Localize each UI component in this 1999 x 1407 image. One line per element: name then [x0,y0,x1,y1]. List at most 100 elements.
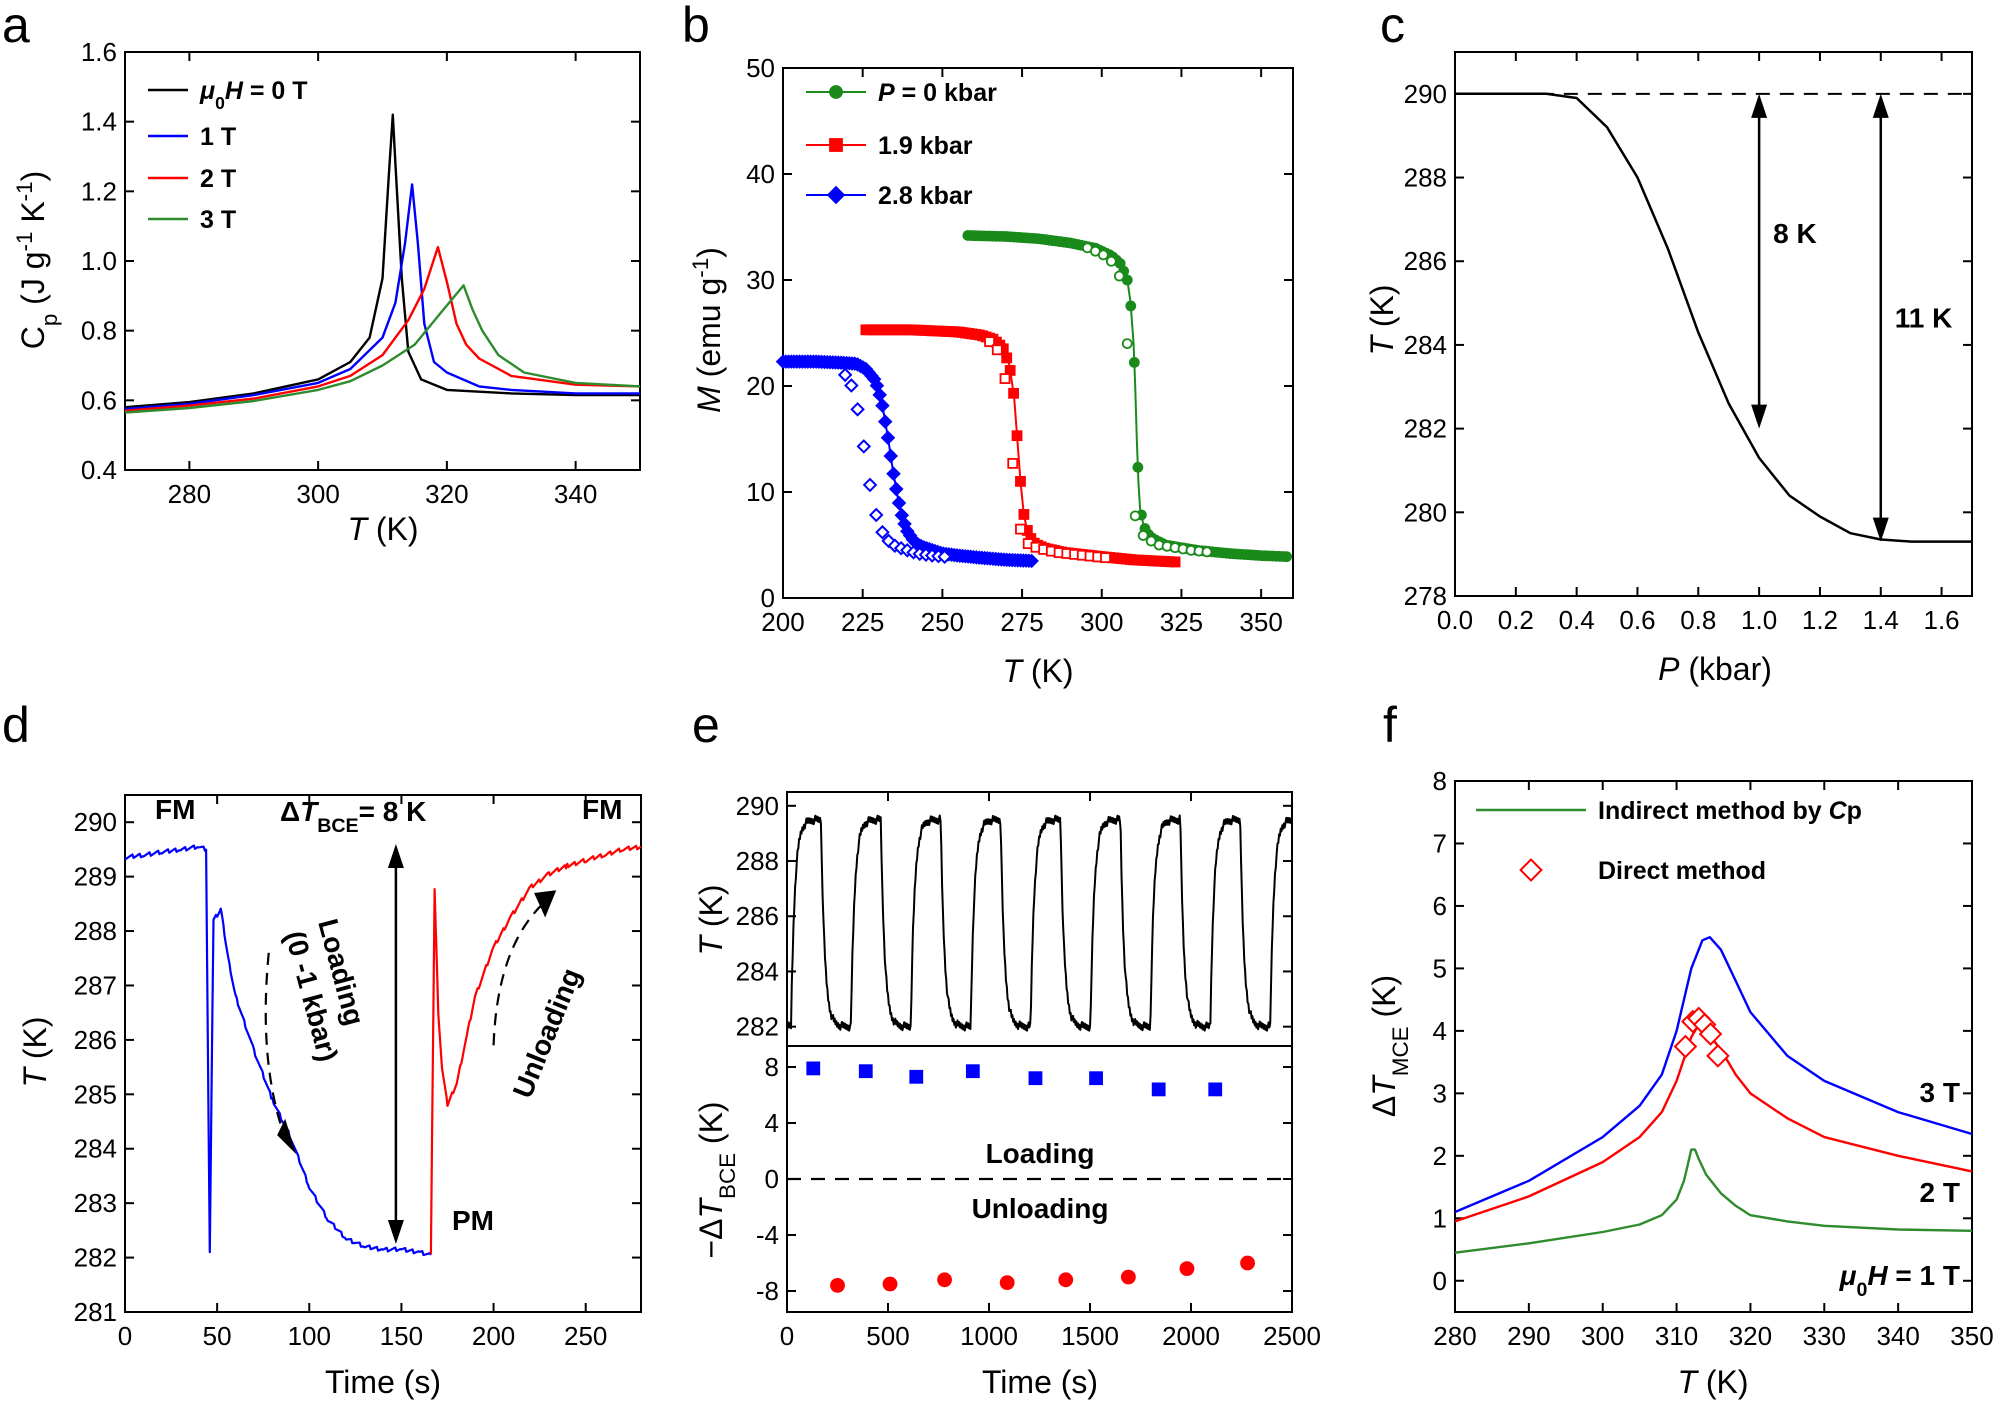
panel-d-y-tick-label: 289 [74,862,117,892]
panel-c-x-tick-label: 0.2 [1498,605,1534,635]
panel-b-y-tick-label: 10 [746,477,775,507]
panel-f-series-2 [1454,1148,1973,1254]
panel-e-label-loading: Loading [986,1138,1095,1169]
panel-c-x-tick-label: 1.6 [1924,605,1960,635]
panel-b-point-open [1007,457,1019,469]
panel-f-x-tick-label: 350 [1950,1321,1993,1351]
panel-b-point-open [991,344,1003,356]
panel-c-frame [1454,51,1973,597]
panel-c-arrow-label-0: 8 K [1773,218,1817,249]
panel-f-xlabel: T (K) [1677,1364,1748,1400]
panel-b-point-open [844,378,859,393]
panel-a-y-tick-label: 0.6 [81,385,117,415]
panel-e-loading-point [965,1064,980,1079]
panel-e-bottom-y-tick-label: -4 [756,1220,779,1250]
panel-b-point-open [837,367,853,383]
panel-f-y-tick-label: 1 [1433,1203,1447,1233]
panel-d-arrowhead-down [387,1219,404,1244]
panel-f-direct-point [1698,1022,1723,1046]
panel-b-x-tick-label: 350 [1239,607,1282,637]
panel-d-y-tick-label: 290 [74,807,117,837]
panel-e-top-ylabel: T (K) [693,884,729,955]
panel-d-ylabel: T (K) [17,1016,53,1087]
panel-d-y-tick-label: 285 [74,1079,117,1109]
panel-e-x-tick-label: 2000 [1162,1321,1220,1351]
panel-b-point-open [856,439,872,454]
panel-b-point [1128,357,1140,368]
panel-b-legend-marker [829,85,843,99]
panel-b-point-open [937,549,952,564]
panel-b-y-tick-label: 40 [746,159,775,189]
panel-a-x-tick-label: 280 [168,479,211,509]
panel-e-x-tick-label: 2500 [1263,1321,1321,1351]
panel-b-point [1018,509,1030,520]
panel-a-y-tick-label: 1.2 [81,176,117,206]
panel-c-x-tick-label: 0.0 [1437,605,1473,635]
panel-f-legend-marker [1519,858,1543,882]
panel-f-series-0 [1454,936,1973,1214]
panel-e-xlabel: Time (s) [982,1364,1098,1400]
panel-b-point [883,448,899,464]
panel-d-unloading-arrow [492,897,550,1046]
panel-b-x-tick-label: 325 [1160,607,1203,637]
panel-a-y-tick-label: 1.0 [81,246,117,276]
panel-d-y-tick-label: 288 [74,916,117,946]
panel-f-direct-point [1706,1044,1730,1068]
panel-f-label-3T: 3 T [1920,1077,1960,1108]
panel-c-arrowhead-up [1872,93,1889,118]
panel-b-legend-0: P = 0 kbar [878,79,997,107]
panel-f-y-tick-label: 6 [1433,891,1447,921]
panel-b-point [1132,461,1144,473]
panel-f-x-tick-label: 310 [1655,1321,1698,1351]
panel-b-y-tick-label: 30 [746,265,775,295]
panel-f-y-tick-label: 8 [1433,766,1447,796]
panel-e-unloading-point [937,1272,952,1288]
panel-c-arrowhead-down [1751,404,1768,429]
panel-b-point-open [984,336,995,348]
panel-f-direct-point [1673,1034,1698,1059]
panel-b-point [1008,387,1019,399]
panel-d-x-tick-label: 100 [288,1321,331,1351]
panel-f-ylabel: ΔTMCE (K) [1366,975,1413,1117]
panel-b-point-open [1137,530,1149,541]
panel-e-x-tick-label: 500 [866,1321,909,1351]
panel-b-point-open [1015,523,1026,535]
panel-e-bottom-ylabel: −ΔTBCE (K) [693,1101,740,1258]
panel-e-unloading-point [1058,1272,1074,1288]
panel-c-y-tick-label: 280 [1404,497,1447,527]
panel-f-y-tick-label: 3 [1433,1078,1447,1108]
panel-e-top-y-tick-label: 286 [736,901,779,931]
panel-b-point-open [999,373,1011,384]
panel-e-top-y-tick-label: 290 [736,791,779,821]
panel-e-x-tick-label: 1000 [960,1321,1018,1351]
panel-f-legend-direct: Direct method [1598,857,1766,885]
panel-d-x-tick-label: 250 [564,1321,607,1351]
panel-e-loading-point [858,1064,873,1079]
panel-c-y-tick-label: 286 [1404,246,1447,276]
panel-b-legend-2: 2.8 kbar [878,182,973,210]
panel-b-point-open [1121,338,1133,350]
panel-c-x-tick-label: 1.0 [1741,605,1777,635]
panel-b-point-open [875,524,890,540]
panel-c-y-tick-label: 290 [1404,79,1447,109]
panel-e-temperature-trace [786,814,1293,1032]
panel-e-top-y-tick-label: 284 [736,956,779,986]
panel-label-e: e [692,697,720,753]
panel-a-x-tick-label: 340 [554,479,597,509]
panel-b-point-open [868,507,884,523]
panel-e-top-y-tick-label: 282 [736,1012,779,1042]
panel-b-x-tick-label: 200 [761,607,804,637]
panel-d-y-tick-label: 286 [74,1025,117,1055]
panel-b-point [880,430,896,446]
panel-label-c: c [1380,0,1405,53]
panel-e-bottom-y-tick-label: 0 [765,1164,779,1194]
panel-e-unloading-point [1179,1261,1195,1276]
panel-e-loading-point [909,1069,924,1084]
panel-e-label-unloading: Unloading [972,1193,1109,1224]
panel-label-d: d [2,697,30,753]
panel-e-x-tick-label: 0 [780,1321,794,1351]
panel-f-y-tick-label: 7 [1433,828,1447,858]
panel-e-bottom-y-tick-label: -8 [756,1276,779,1306]
panel-d-label-unloading: Unloading [507,964,587,1103]
panel-e-bottom-y-tick-label: 4 [765,1108,779,1138]
